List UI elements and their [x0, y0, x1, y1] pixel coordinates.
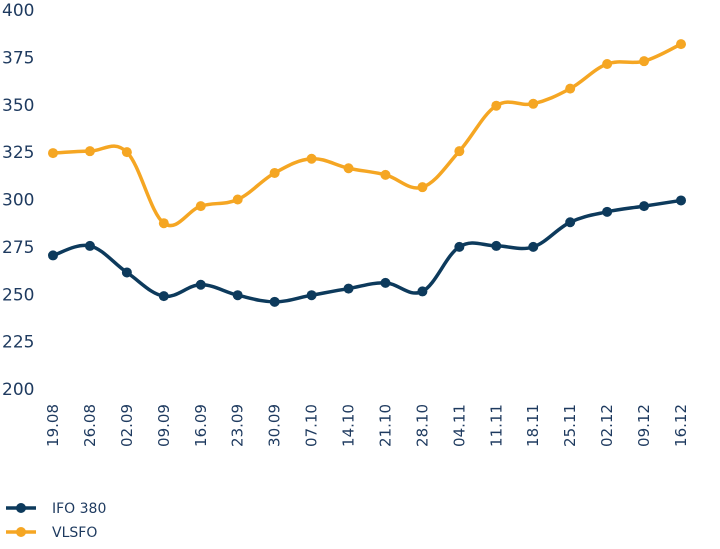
x-tick-label: 21.10 — [376, 404, 394, 447]
series-line-vlsfo — [51, 42, 683, 228]
data-point-vlsfo — [565, 83, 576, 94]
data-point-ifo-380 — [491, 240, 502, 251]
y-tick-label: 225 — [2, 333, 34, 353]
data-point-vlsfo — [306, 153, 317, 164]
data-point-vlsfo — [121, 147, 132, 158]
data-point-vlsfo — [491, 100, 502, 111]
data-point-ifo-380 — [48, 250, 58, 261]
data-point-ifo-380 — [417, 286, 428, 297]
data-point-vlsfo — [48, 148, 58, 159]
data-point-ifo-380 — [528, 241, 539, 252]
y-tick-label: 250 — [2, 285, 34, 305]
data-point-ifo-380 — [269, 296, 280, 307]
series-layer — [48, 39, 686, 307]
data-point-vlsfo — [343, 163, 354, 174]
y-tick-label: 375 — [2, 48, 34, 68]
data-point-vlsfo — [417, 182, 428, 193]
data-point-ifo-380 — [121, 267, 132, 278]
x-tick-label: 18.11 — [524, 404, 542, 447]
data-point-ifo-380 — [306, 290, 317, 301]
x-tick-label: 16.12 — [672, 404, 690, 447]
x-tick-label: 04.11 — [450, 404, 468, 447]
data-point-vlsfo — [528, 98, 539, 109]
legend-swatch-marker-vlsfo — [16, 527, 26, 537]
x-tick-label: 16.09 — [192, 404, 210, 447]
x-tick-label: 23.09 — [229, 404, 247, 447]
x-tick-label: 09.12 — [635, 404, 653, 447]
data-point-vlsfo — [232, 194, 243, 205]
data-point-vlsfo — [158, 218, 169, 229]
data-point-vlsfo — [269, 167, 280, 178]
data-point-ifo-380 — [158, 291, 169, 302]
x-tick-label: 26.08 — [81, 404, 99, 447]
x-tick-label: 28.10 — [413, 404, 431, 447]
data-point-ifo-380 — [676, 195, 686, 206]
data-point-ifo-380 — [195, 279, 206, 290]
x-tick-label: 30.09 — [266, 404, 284, 447]
y-tick-label: 400 — [2, 1, 34, 21]
legend-label-vlsfo: VLSFO — [52, 525, 97, 541]
data-point-vlsfo — [639, 56, 650, 67]
y-tick-label: 350 — [2, 96, 34, 116]
y-tick-label: 275 — [2, 238, 34, 258]
x-tick-label: 25.11 — [561, 404, 579, 447]
x-tick-label: 02.12 — [598, 404, 616, 447]
data-point-ifo-380 — [84, 240, 95, 251]
x-tick-label: 11.11 — [487, 404, 505, 447]
data-point-ifo-380 — [602, 206, 613, 217]
series-line-ifo-380 — [51, 198, 683, 304]
data-point-ifo-380 — [639, 201, 650, 212]
x-tick-label: 09.09 — [155, 404, 173, 447]
y-axis-ticks: 200 225 250 275 300 325 350 375 400 — [2, 1, 34, 400]
data-point-ifo-380 — [380, 277, 391, 288]
y-tick-label: 325 — [2, 143, 34, 163]
legend-swatch-marker-ifo-380 — [16, 503, 26, 513]
data-point-ifo-380 — [343, 283, 354, 294]
x-tick-label: 07.10 — [303, 404, 321, 447]
x-tick-label: 02.09 — [118, 404, 136, 447]
legend: IFO 380 VLSFO — [6, 501, 106, 541]
data-point-vlsfo — [380, 169, 391, 180]
y-tick-label: 300 — [2, 191, 34, 211]
data-point-vlsfo — [195, 201, 206, 212]
x-axis-ticks: 19.08 26.08 02.09 09.09 16.09 23.09 30.09 07.10… — [44, 404, 690, 447]
x-tick-label: 19.08 — [44, 404, 62, 447]
data-point-vlsfo — [454, 146, 465, 157]
data-point-vlsfo — [676, 39, 686, 50]
x-tick-label: 14.10 — [340, 404, 358, 447]
y-tick-label: 200 — [2, 380, 34, 400]
data-point-ifo-380 — [565, 217, 576, 228]
data-point-vlsfo — [84, 146, 95, 157]
legend-label-ifo-380: IFO 380 — [52, 501, 106, 517]
data-point-ifo-380 — [454, 241, 465, 252]
data-point-ifo-380 — [232, 290, 243, 301]
data-point-vlsfo — [602, 59, 613, 70]
